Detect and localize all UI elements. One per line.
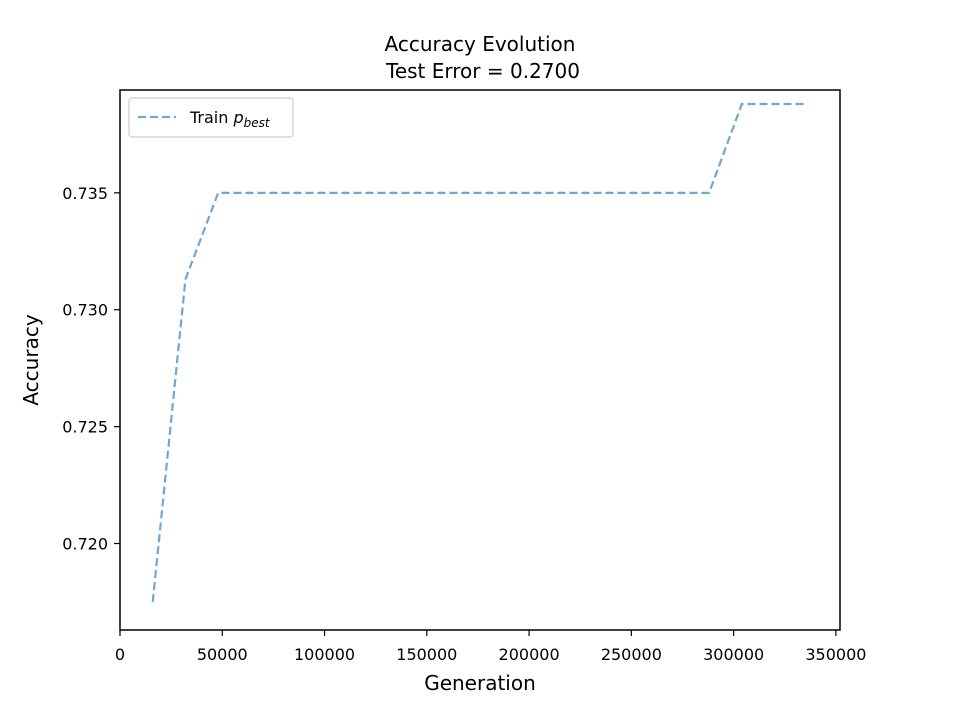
y-axis-label: Accuracy	[19, 314, 43, 405]
y-tick-label: 0.735	[62, 184, 108, 203]
plot-frame	[119, 89, 841, 631]
x-tick-label: 50000	[197, 645, 248, 664]
legend-label-var: p	[232, 108, 243, 127]
x-tick-label: 100000	[294, 645, 355, 664]
x-axis: 0 50000 100000 150000 200000 250000 300000 3500…	[115, 630, 866, 664]
legend-label: Train pbest	[189, 108, 271, 130]
x-tick-label: 200000	[499, 645, 560, 664]
y-tick-label: 0.720	[62, 535, 108, 554]
legend-label-sub: best	[244, 116, 271, 130]
chart-subtitle: Test Error = 0.2700	[385, 59, 580, 83]
y-tick-label: 0.725	[62, 418, 108, 437]
legend: Train pbest	[128, 97, 294, 138]
y-axis: 0.720 0.725 0.730 0.735	[62, 184, 120, 554]
series-layer	[151, 102, 808, 603]
x-tick-label: 300000	[703, 645, 764, 664]
x-tick-label: 250000	[601, 645, 662, 664]
x-tick-label: 150000	[396, 645, 457, 664]
legend-box	[128, 97, 294, 138]
series-line	[151, 102, 808, 603]
y-tick-label: 0.730	[62, 301, 108, 320]
x-tick-label: 350000	[805, 645, 866, 664]
plot-area	[120, 90, 840, 630]
chart-title: Accuracy Evolution	[385, 32, 576, 56]
x-tick-label: 0	[115, 645, 125, 664]
x-axis-label: Generation	[424, 671, 536, 695]
legend-label-main: Train	[189, 108, 233, 127]
